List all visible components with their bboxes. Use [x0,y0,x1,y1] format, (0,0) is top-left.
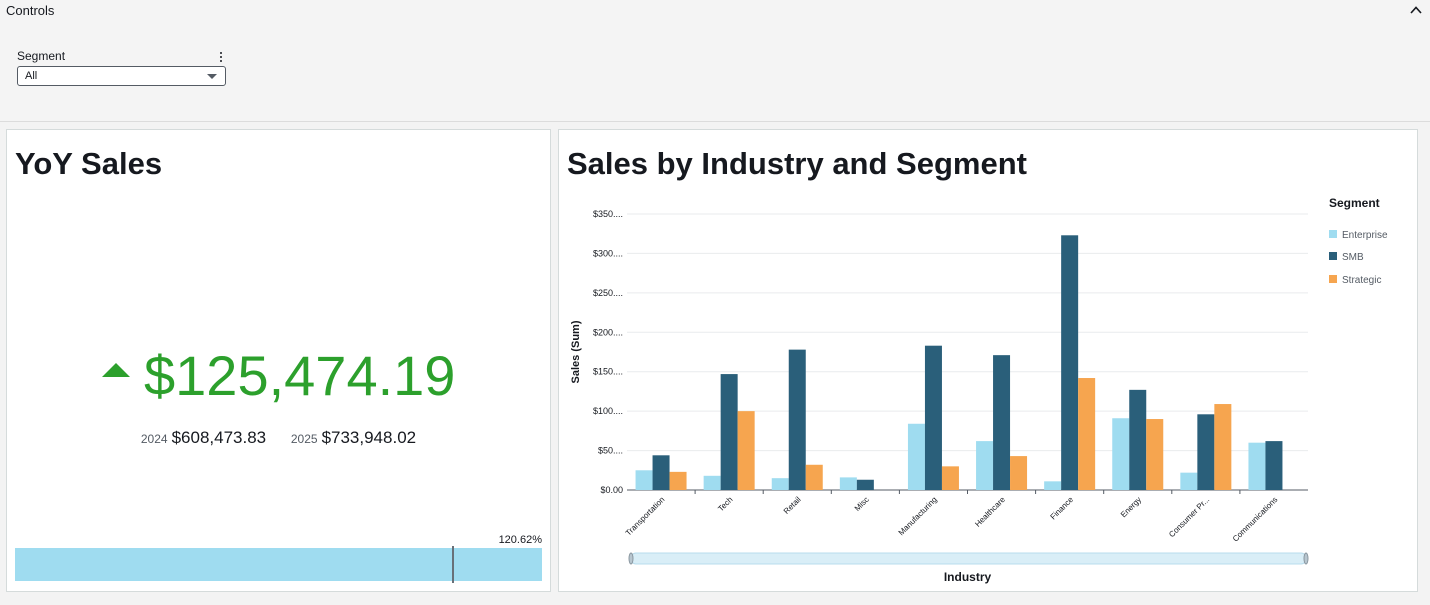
bar-enterprise [703,475,721,490]
legend-label: Strategic [1342,275,1382,286]
progress-percent: 120.62% [498,534,542,546]
bar-smb [993,355,1011,490]
chart-title: Sales by Industry and Segment [567,146,1027,181]
x-tick-label: Tech [716,495,734,513]
bar-enterprise [635,470,653,490]
curr-year-label: 2025 [290,432,318,446]
x-axis-label: Industry [944,570,992,584]
kpi-card: YoY Sales $125,474.19 2024 $608,473.83 20… [6,129,551,592]
bar-strategic [805,464,823,490]
curr-year-amount: $733,948.02 [321,428,417,447]
bar-strategic [737,411,755,490]
trend-up-icon [101,362,130,377]
kpi-comparison: 2024 $608,473.83 2025 $733,948.02 [7,428,550,448]
bar-strategic [1010,456,1028,490]
x-tick-label: Manufacturing [897,495,939,537]
y-tick-label: $200.... [593,327,623,337]
y-axis-label: Sales (Sum) [570,320,582,383]
segment-dropdown-value: All [25,70,38,82]
bar-enterprise [907,423,925,490]
x-tick-label: Finance [1049,495,1076,522]
legend-label: SMB [1342,252,1364,263]
scrollbar-handle-right[interactable] [1303,552,1309,565]
kpi-value: $125,474.19 [144,344,456,407]
kpi-title: YoY Sales [15,146,163,181]
bar-smb [652,455,670,490]
chevron-up-icon[interactable] [1408,2,1424,18]
bar-enterprise [1112,418,1130,490]
bar-strategic [1078,378,1096,490]
controls-panel: Controls Segment All [0,0,1430,122]
y-tick-label: $150.... [593,367,623,377]
x-tick-label: Consumer Pr... [1167,495,1211,539]
scrollbar-handle-left[interactable] [628,552,634,565]
chevron-down-icon [207,74,217,79]
bar-strategic [941,466,959,490]
x-tick-label: Transportation [624,495,667,538]
bar-smb [924,345,942,490]
prev-year-amount: $608,473.83 [171,428,267,447]
segment-label: Segment [17,49,66,63]
legend-label: Enterprise [1342,230,1388,241]
bar-smb [1061,235,1079,490]
bar-strategic [669,471,687,490]
bar-enterprise [1180,472,1198,490]
progress-fill [15,548,542,581]
x-range-scrollbar[interactable] [630,552,1307,565]
kpi-value-row: $125,474.19 [7,343,550,408]
legend-swatch [1329,230,1337,238]
bar-smb [788,349,806,490]
bar-enterprise [771,478,789,490]
x-tick-label: Energy [1119,495,1143,519]
legend-item-strategic[interactable]: Strategic [1329,275,1381,286]
x-tick-label: Misc [853,495,871,513]
controls-title: Controls [6,3,55,18]
x-tick-label: Healthcare [973,495,1007,529]
y-tick-label: $50.... [598,446,623,456]
legend-title: Segment [1329,196,1380,210]
segment-dropdown[interactable]: All [17,66,226,86]
bar-strategic [1146,419,1164,490]
bar-enterprise [1248,442,1266,490]
bar-smb [1197,414,1215,490]
y-tick-label: $300.... [593,248,623,258]
bar-smb [1265,441,1283,490]
prev-year-label: 2024 [140,432,168,446]
legend-item-enterprise[interactable]: Enterprise [1329,230,1388,241]
legend-swatch [1329,275,1337,283]
bar-strategic [1214,404,1232,490]
bar-enterprise [1044,481,1062,490]
bar-enterprise [839,477,857,490]
progress-bar [15,546,542,583]
bar-chart: $0.00 $50.... $100.... $150.... $200.... $250… [570,209,1309,584]
bar-smb [856,479,874,490]
kebab-menu-icon[interactable] [218,51,224,63]
progress-target-marker [452,546,454,583]
y-tick-label: $0.00 [600,485,623,495]
chart-card: Sales by Industry and Segment $0.00 $50..… [558,129,1418,592]
y-tick-label: $100.... [593,406,623,416]
y-tick-label: $250.... [593,288,623,298]
x-tick-label: Retail [782,495,803,516]
x-tick-label: Communications [1231,495,1279,543]
bar-enterprise [976,441,994,490]
bar-smb [1129,389,1147,490]
legend-item-smb[interactable]: SMB [1329,252,1364,263]
bar-smb [720,374,738,490]
legend-swatch [1329,252,1337,260]
y-tick-label: $350.... [593,209,623,219]
